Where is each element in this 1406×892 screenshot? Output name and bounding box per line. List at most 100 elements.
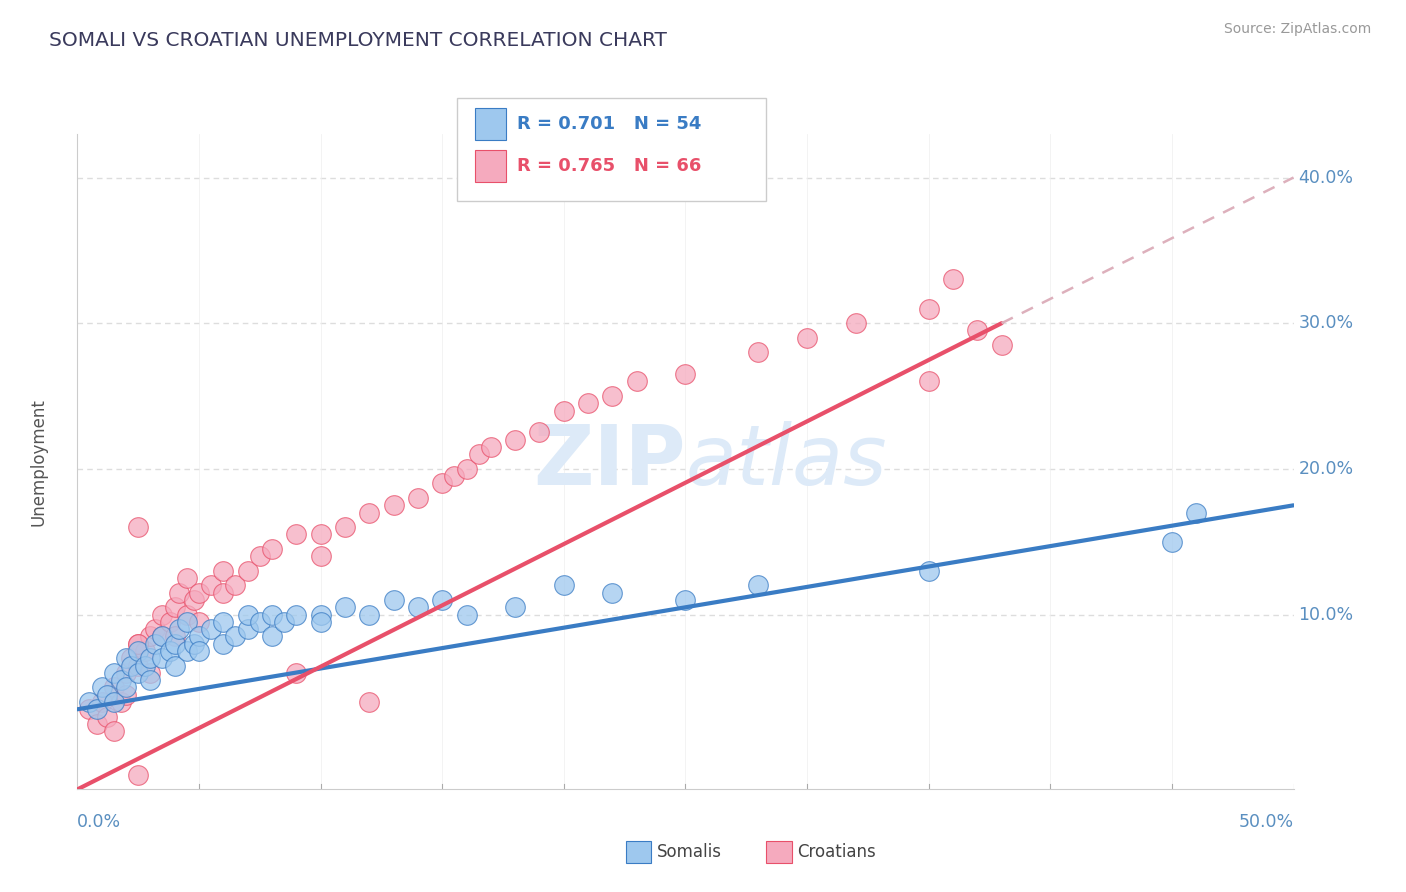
Text: 50.0%: 50.0% [1239,813,1294,830]
Point [503,600,526,615]
Point [845,316,868,330]
Point [406,491,429,505]
Point [103,681,125,695]
Text: 10.0%: 10.0% [1298,606,1354,624]
Text: 30.0%: 30.0% [1298,314,1354,332]
Point [576,396,599,410]
Point [163,630,186,644]
Point [139,630,162,644]
Point [479,440,502,454]
Point [796,331,818,345]
Point [169,586,191,600]
Point [183,637,205,651]
Point [224,578,246,592]
Text: R = 0.765   N = 66: R = 0.765 N = 66 [517,157,702,175]
Point [176,607,198,622]
Point [918,301,941,316]
Point [127,637,149,651]
Point [152,607,174,622]
Point [159,644,181,658]
Point [285,527,308,541]
Point [152,651,174,665]
Point [990,338,1012,352]
Point [273,615,295,629]
Point [359,607,381,622]
Text: ZIP: ZIP [533,421,686,502]
Point [159,615,181,629]
Point [139,651,162,665]
Point [188,615,211,629]
Point [467,447,489,461]
Point [115,688,138,702]
Point [249,615,271,629]
Point [456,607,478,622]
Point [110,695,132,709]
Text: atlas: atlas [686,421,887,502]
Point [103,695,125,709]
Point [96,688,118,702]
Point [966,324,988,338]
Point [309,615,332,629]
Point [224,630,246,644]
Point [602,389,624,403]
Point [503,433,526,447]
Point [675,593,697,607]
Point [134,658,156,673]
Text: Unemployment: Unemployment [30,398,48,525]
Point [152,630,174,644]
Point [1185,506,1208,520]
Point [127,644,149,658]
Point [212,564,235,578]
Text: R = 0.701   N = 54: R = 0.701 N = 54 [517,115,702,133]
Point [90,681,112,695]
Text: Somalis: Somalis [657,843,721,861]
Point [260,607,283,622]
Point [143,622,166,636]
Point [309,549,332,564]
Point [127,520,149,534]
Point [86,717,108,731]
Point [127,665,149,680]
Text: 0.0%: 0.0% [77,813,121,830]
Text: Croatians: Croatians [797,843,876,861]
Point [236,607,259,622]
Point [260,542,283,557]
Point [406,600,429,615]
Point [200,578,222,592]
Point [602,586,624,600]
Point [249,549,271,564]
Point [359,506,381,520]
Point [127,658,149,673]
Point [163,637,186,651]
Point [103,724,125,739]
Point [529,425,551,440]
Point [260,630,283,644]
Point [309,527,332,541]
Point [90,695,112,709]
Point [430,593,453,607]
Point [120,658,142,673]
Point [79,702,101,716]
Text: 40.0%: 40.0% [1298,169,1354,186]
Point [747,345,769,359]
Point [188,630,211,644]
Point [443,469,465,483]
Point [183,593,205,607]
Point [236,564,259,578]
Text: SOMALI VS CROATIAN UNEMPLOYMENT CORRELATION CHART: SOMALI VS CROATIAN UNEMPLOYMENT CORRELAT… [49,31,666,50]
Point [127,637,149,651]
Point [626,375,648,389]
Point [188,586,211,600]
Text: Source: ZipAtlas.com: Source: ZipAtlas.com [1223,22,1371,37]
Point [176,615,198,629]
Point [134,644,156,658]
Point [188,644,211,658]
Point [139,673,162,688]
Point [675,368,697,382]
Point [103,665,125,680]
Point [382,499,405,513]
Point [212,586,235,600]
Point [143,637,166,651]
Point [553,578,575,592]
Point [176,571,198,585]
